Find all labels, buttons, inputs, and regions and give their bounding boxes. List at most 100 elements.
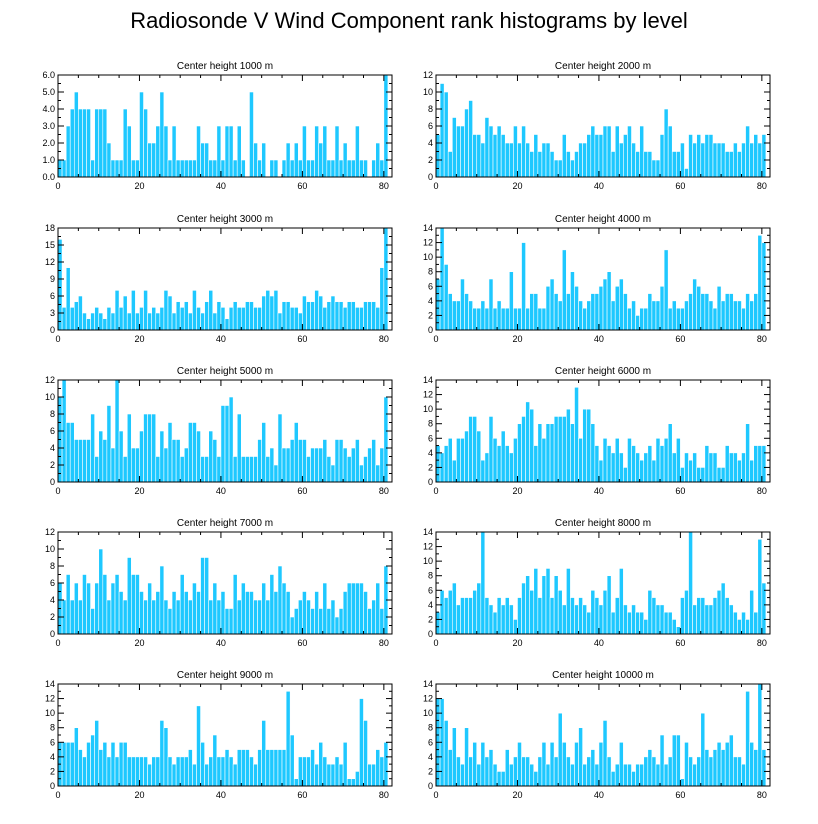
bar	[200, 741, 205, 787]
bar	[183, 447, 189, 483]
bar	[435, 134, 441, 178]
bar	[712, 749, 718, 787]
bar	[167, 159, 173, 178]
bar	[131, 290, 136, 331]
bar	[533, 293, 539, 331]
bar	[281, 159, 287, 178]
bar	[696, 134, 702, 178]
bar	[322, 582, 328, 635]
bar	[749, 459, 755, 483]
bar	[375, 464, 381, 483]
bar	[651, 756, 657, 787]
x-tick-label: 40	[216, 638, 226, 648]
panel-title: Center height 3000 m	[177, 214, 273, 225]
bar	[496, 445, 502, 483]
bar	[86, 108, 91, 178]
bar	[586, 756, 592, 787]
bar	[488, 278, 494, 331]
bar	[700, 712, 706, 787]
bar	[610, 771, 616, 787]
bar	[728, 604, 734, 635]
bar	[733, 300, 738, 331]
bar	[557, 300, 563, 331]
panel-1: Center height 1000 m 0 20 40 60 80 0.0 1.0 2.0 3.…	[42, 61, 393, 191]
y-tick-label: 10	[423, 708, 433, 718]
bar	[147, 763, 152, 787]
bar	[249, 456, 254, 483]
bar	[639, 459, 645, 483]
bar	[322, 125, 328, 178]
panel-title: Center height 10000 m	[552, 670, 654, 681]
bar	[643, 307, 649, 331]
bar	[578, 727, 583, 787]
bar	[476, 763, 482, 787]
bar	[472, 134, 478, 178]
bar	[196, 705, 201, 787]
panel-2: Center height 2000 m 0 20 40 60 80 0 2 4 6 8 10 12	[423, 61, 771, 191]
bar	[663, 437, 669, 483]
bar	[216, 599, 222, 635]
bar	[745, 125, 750, 178]
bar	[598, 134, 604, 178]
bar	[553, 293, 559, 331]
bar	[204, 557, 210, 635]
bar	[106, 405, 112, 483]
bar	[602, 125, 608, 178]
bar	[480, 300, 486, 331]
bar	[500, 134, 506, 178]
bar	[647, 749, 653, 787]
bar	[110, 582, 116, 635]
bar	[175, 439, 181, 483]
bar	[733, 611, 738, 635]
bar	[253, 456, 258, 483]
bar	[594, 597, 600, 635]
bar	[188, 159, 193, 178]
bar	[602, 720, 608, 787]
bar	[517, 597, 522, 635]
bar	[468, 756, 473, 787]
bar	[236, 125, 242, 178]
x-tick-label: 0	[55, 486, 60, 496]
bar	[273, 591, 279, 635]
bar	[557, 589, 563, 635]
bar	[688, 531, 693, 635]
bar	[631, 604, 636, 635]
bar	[728, 452, 734, 483]
bar	[86, 741, 91, 787]
y-tick-label: 10	[45, 544, 55, 554]
bar	[114, 159, 120, 178]
bar	[346, 778, 352, 787]
bar	[737, 459, 742, 483]
bar	[639, 611, 645, 635]
bar	[196, 430, 201, 483]
bar	[167, 422, 173, 483]
x-tick-label: 60	[297, 486, 307, 496]
bar	[716, 741, 722, 787]
bar	[94, 720, 100, 787]
bar	[468, 416, 473, 483]
bar	[586, 611, 592, 635]
bar	[330, 464, 336, 483]
bar	[484, 597, 490, 635]
bar	[322, 307, 328, 331]
bar	[492, 763, 498, 787]
bar	[220, 405, 226, 483]
bar	[216, 456, 222, 483]
bar	[318, 295, 324, 331]
bar	[594, 134, 600, 178]
bar	[659, 445, 665, 483]
bar	[65, 741, 71, 787]
bar	[102, 741, 108, 787]
bar	[216, 125, 222, 178]
bar	[724, 597, 730, 635]
bar	[480, 531, 486, 635]
bar	[484, 756, 490, 787]
bar	[509, 142, 514, 178]
bar	[566, 568, 571, 635]
bar	[367, 763, 372, 787]
bar	[761, 445, 767, 483]
bar	[655, 604, 661, 635]
bar	[261, 142, 267, 178]
bar	[574, 285, 579, 331]
bar	[541, 307, 547, 331]
